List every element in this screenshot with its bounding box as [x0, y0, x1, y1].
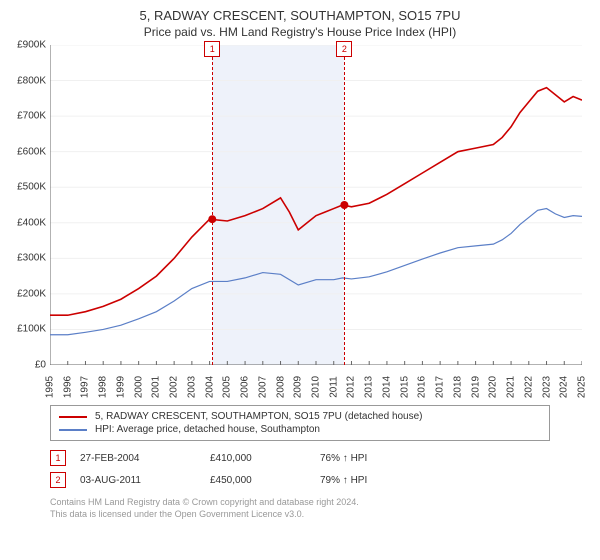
x-tick-label: 2013 [364, 376, 375, 398]
sale-vline [212, 57, 213, 365]
x-tick-label: 2005 [222, 376, 233, 398]
sale-marker-icon: 1 [50, 450, 66, 466]
y-tick-label: £0 [35, 360, 46, 371]
chart-container: 5, RADWAY CRESCENT, SOUTHAMPTON, SO15 7P… [0, 0, 600, 560]
sales-table: 1 27-FEB-2004 £410,000 76% ↑ HPI 2 03-AU… [50, 447, 550, 491]
x-tick-label: 2021 [506, 376, 517, 398]
y-tick-label: £300K [17, 253, 46, 264]
x-tick-label: 2024 [559, 376, 570, 398]
sale-pct: 76% ↑ HPI [320, 453, 420, 464]
sale-date: 03-AUG-2011 [80, 475, 210, 486]
x-tick-label: 2023 [541, 376, 552, 398]
x-tick-label: 2010 [311, 376, 322, 398]
y-tick-label: £200K [17, 288, 46, 299]
x-tick-label: 2006 [240, 376, 251, 398]
x-tick-label: 2002 [169, 376, 180, 398]
x-tick-label: 2004 [204, 376, 215, 398]
title: 5, RADWAY CRESCENT, SOUTHAMPTON, SO15 7P… [0, 0, 600, 23]
plot-area: £0£100K£200K£300K£400K£500K£600K£700K£80… [50, 45, 582, 365]
sale-flag: 2 [336, 41, 352, 57]
sale-row: 1 27-FEB-2004 £410,000 76% ↑ HPI [50, 447, 550, 469]
series-line [50, 209, 582, 335]
x-tick-label: 2001 [151, 376, 162, 398]
x-tick-label: 2009 [293, 376, 304, 398]
legend: 5, RADWAY CRESCENT, SOUTHAMPTON, SO15 7P… [50, 405, 550, 441]
x-tick-label: 2025 [577, 376, 588, 398]
y-tick-label: £800K [17, 75, 46, 86]
x-tick-label: 2003 [186, 376, 197, 398]
sale-vline [344, 57, 345, 365]
y-tick-label: £600K [17, 146, 46, 157]
footer-line: This data is licensed under the Open Gov… [50, 509, 550, 521]
y-tick-label: £700K [17, 111, 46, 122]
legend-item: 5, RADWAY CRESCENT, SOUTHAMPTON, SO15 7P… [59, 410, 541, 423]
x-tick-label: 1998 [98, 376, 109, 398]
x-tick-label: 2020 [488, 376, 499, 398]
legend-label: HPI: Average price, detached house, Sout… [95, 424, 320, 435]
x-tick-label: 2019 [470, 376, 481, 398]
x-tick-label: 2000 [133, 376, 144, 398]
x-tick-label: 2014 [381, 376, 392, 398]
x-axis-labels: 1995199619971998199920002001200220032004… [50, 365, 582, 401]
y-tick-label: £100K [17, 324, 46, 335]
x-tick-label: 2017 [435, 376, 446, 398]
x-tick-label: 2007 [257, 376, 268, 398]
series-line [50, 88, 582, 316]
footer: Contains HM Land Registry data © Crown c… [50, 497, 550, 520]
x-tick-label: 1996 [62, 376, 73, 398]
x-tick-label: 1995 [45, 376, 56, 398]
x-tick-label: 2012 [346, 376, 357, 398]
x-tick-label: 2008 [275, 376, 286, 398]
x-tick-label: 2022 [523, 376, 534, 398]
legend-item: HPI: Average price, detached house, Sout… [59, 423, 541, 436]
sale-flag: 1 [204, 41, 220, 57]
x-tick-label: 2018 [452, 376, 463, 398]
sale-price: £450,000 [210, 475, 320, 486]
x-tick-label: 2015 [399, 376, 410, 398]
subtitle: Price paid vs. HM Land Registry's House … [0, 23, 600, 45]
sale-pct: 79% ↑ HPI [320, 475, 420, 486]
legend-swatch [59, 429, 87, 431]
y-tick-label: £900K [17, 40, 46, 51]
x-tick-label: 1999 [115, 376, 126, 398]
legend-label: 5, RADWAY CRESCENT, SOUTHAMPTON, SO15 7P… [95, 411, 423, 422]
chart-svg [50, 45, 582, 365]
legend-swatch [59, 416, 87, 418]
sale-marker-icon: 2 [50, 472, 66, 488]
x-tick-label: 1997 [80, 376, 91, 398]
y-tick-label: £400K [17, 217, 46, 228]
x-tick-label: 2016 [417, 376, 428, 398]
sale-date: 27-FEB-2004 [80, 453, 210, 464]
footer-line: Contains HM Land Registry data © Crown c… [50, 497, 550, 509]
y-tick-label: £500K [17, 182, 46, 193]
sale-price: £410,000 [210, 453, 320, 464]
sale-row: 2 03-AUG-2011 £450,000 79% ↑ HPI [50, 469, 550, 491]
x-tick-label: 2011 [328, 376, 339, 398]
